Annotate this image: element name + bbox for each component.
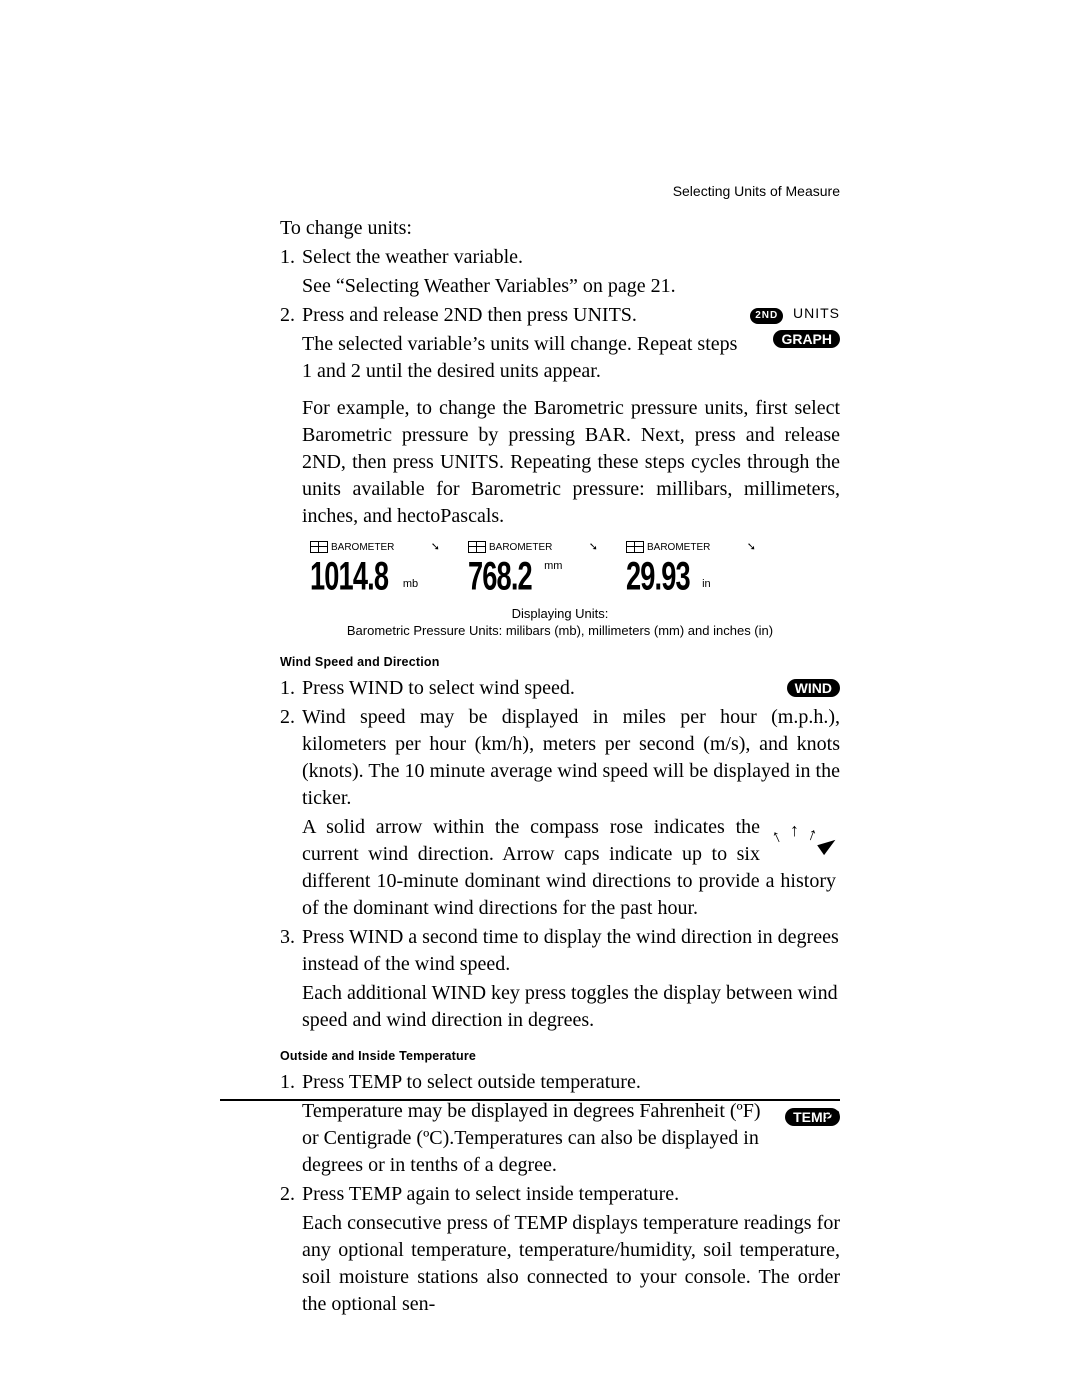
trend-arrow-icon: ➘	[589, 540, 598, 555]
step-2: 2. Press and release 2ND then press UNIT…	[280, 302, 740, 329]
compass-rose-icon: ↑ ↑ ↑	[770, 816, 840, 866]
step-body: Press WIND a second time to display the …	[302, 924, 840, 978]
step-number: 2.	[280, 1181, 302, 1208]
wind-heading: Wind Speed and Direction	[280, 654, 840, 671]
trend-arrow-icon: ➘	[747, 540, 756, 555]
lcd-value: 768.2	[468, 549, 532, 603]
step-number: 1.	[280, 675, 302, 702]
lcd-value: 1014.8	[310, 549, 388, 603]
step-body: Press TEMP to select outside temperature…	[302, 1069, 840, 1096]
wind-step-3: 3. Press WIND a second time to display t…	[280, 924, 840, 978]
temp-step-2: 2. Press TEMP again to select inside tem…	[280, 1181, 840, 1208]
temp-step-1-para: Temperature may be displayed in degrees …	[302, 1098, 840, 1179]
step-body: Select the weather variable.	[302, 244, 840, 271]
units-button-diagram: 2ND UNITS GRAPH	[750, 304, 840, 352]
lcd-display: BAROMETER ➘ 1014.8 mb	[310, 540, 440, 598]
wind-step-1: 1. Press WIND to select wind speed.	[280, 675, 777, 702]
lcd-unit: mm	[544, 559, 562, 574]
caption-line-2: Barometric Pressure Units: milibars (mb)…	[347, 623, 773, 638]
caption-line-1: Displaying Units:	[512, 606, 609, 621]
lcd-display: BAROMETER ➘ 768.2 mm	[468, 540, 598, 598]
page-number: 22	[824, 1106, 840, 1125]
wind-pill: WIND	[787, 679, 840, 697]
step-body: Wind speed may be displayed in miles per…	[302, 704, 840, 812]
temp-step-2-para: Each consecutive press of TEMP displays …	[302, 1210, 840, 1318]
lcd-value: 29.93	[626, 549, 690, 603]
second-pill: 2ND	[750, 308, 783, 324]
step-number: 1.	[280, 244, 302, 271]
step-number: 3.	[280, 924, 302, 978]
temp-step-1: 1. Press TEMP to select outside temperat…	[280, 1069, 840, 1096]
lcd-displays-row: BAROMETER ➘ 1014.8 mb BAROMETER ➘ 768.2 …	[310, 540, 840, 598]
compass-paragraph: A solid arrow within the compass rose in…	[302, 814, 840, 922]
example-paragraph: For example, to change the Barometric pr…	[302, 395, 840, 530]
trend-arrow-icon: ➘	[431, 540, 440, 555]
wind-step-3-para: Each additional WIND key press toggles t…	[302, 980, 840, 1034]
lcd-unit: mb	[403, 577, 418, 592]
lcd-display: BAROMETER ➘ 29.93 in	[626, 540, 756, 598]
footer-rule	[220, 1099, 840, 1101]
lcd-unit: in	[702, 577, 711, 592]
step-1: 1. Select the weather variable.	[280, 244, 840, 271]
units-label: UNITS	[793, 305, 840, 321]
step-body: Press and release 2ND then press UNITS.	[302, 302, 740, 329]
step-body: Press WIND to select wind speed.	[302, 675, 777, 702]
step-number: 2.	[280, 704, 302, 812]
step-1-sub: See “Selecting Weather Variables” on pag…	[302, 273, 840, 300]
manual-page: Selecting Units of Measure To change uni…	[0, 0, 1080, 1397]
intro-line: To change units:	[280, 215, 840, 242]
wind-step-2: 2. Wind speed may be displayed in miles …	[280, 704, 840, 812]
temp-heading: Outside and Inside Temperature	[280, 1048, 840, 1065]
graph-pill: GRAPH	[773, 330, 840, 348]
step-number: 2.	[280, 302, 302, 329]
figure-caption: Displaying Units: Barometric Pressure Un…	[280, 606, 840, 640]
running-head: Selecting Units of Measure	[673, 182, 840, 201]
step-body: Press TEMP again to select inside temper…	[302, 1181, 840, 1208]
step-number: 1.	[280, 1069, 302, 1096]
